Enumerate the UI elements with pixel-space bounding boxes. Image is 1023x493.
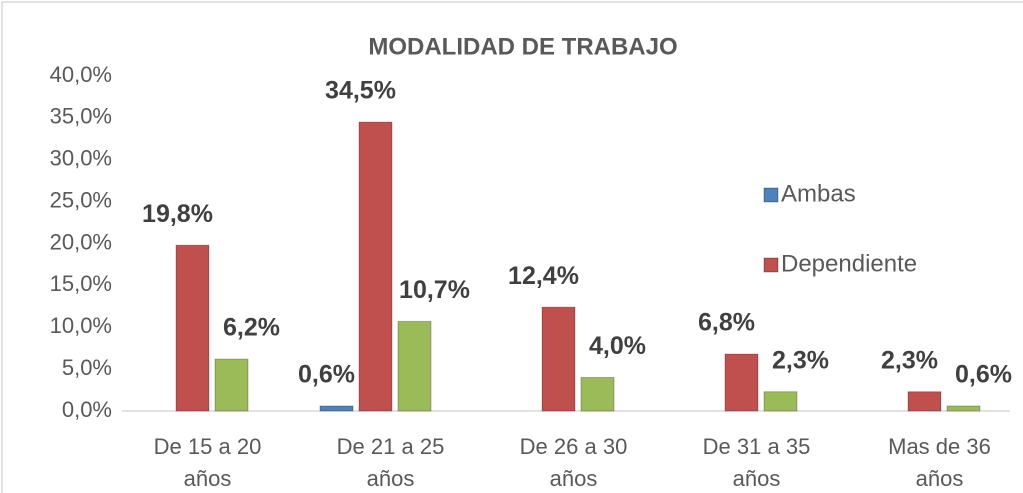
- y-tick-label: 20,0%: [50, 229, 112, 254]
- y-tick-label: 35,0%: [50, 104, 112, 129]
- x-tick-label: De 21 a 25 años: [337, 434, 445, 491]
- y-tick-label: 25,0%: [50, 187, 112, 212]
- bar: [580, 377, 615, 412]
- value-label: 12,4%: [508, 262, 579, 290]
- y-tick-label: 15,0%: [50, 271, 112, 296]
- value-label: 6,8%: [698, 309, 755, 337]
- value-label: 6,2%: [223, 314, 280, 342]
- x-tick-label: De 26 a 30 años: [520, 434, 628, 491]
- bar: [541, 306, 576, 412]
- value-label: 34,5%: [325, 77, 396, 105]
- value-label: 0,6%: [955, 361, 1012, 389]
- bar: [724, 353, 759, 412]
- value-label: 19,8%: [142, 200, 213, 228]
- y-tick-label: 5,0%: [62, 355, 112, 380]
- value-label: 2,3%: [881, 346, 938, 374]
- x-tick-label: De 31 a 35 años: [703, 434, 811, 491]
- bar: [319, 405, 354, 412]
- bar: [397, 320, 432, 412]
- chart-title: MODALIDAD DE TRABAJO: [368, 33, 677, 60]
- value-label: 4,0%: [589, 332, 646, 360]
- bar: [358, 121, 393, 412]
- x-tick-label: De 15 a 20 años: [154, 434, 262, 491]
- bar: [175, 244, 210, 412]
- y-tick-label: 30,0%: [50, 146, 112, 171]
- legend-swatch: [763, 187, 779, 203]
- y-tick-label: 0,0%: [62, 397, 112, 422]
- bar: [907, 391, 942, 412]
- bar: [946, 405, 981, 412]
- legend-swatch: [763, 257, 779, 273]
- legend-label: Ambas: [781, 180, 856, 207]
- value-label: 10,7%: [399, 276, 470, 304]
- value-label: 0,6%: [298, 361, 355, 389]
- value-label: 2,3%: [772, 346, 829, 374]
- legend-label: Dependiente: [781, 250, 917, 277]
- x-tick-label: Mas de 36 años: [888, 434, 991, 491]
- y-tick-label: 10,0%: [50, 313, 112, 338]
- y-tick-label: 40,0%: [50, 62, 112, 87]
- bar: [214, 358, 249, 412]
- bar: [763, 391, 798, 412]
